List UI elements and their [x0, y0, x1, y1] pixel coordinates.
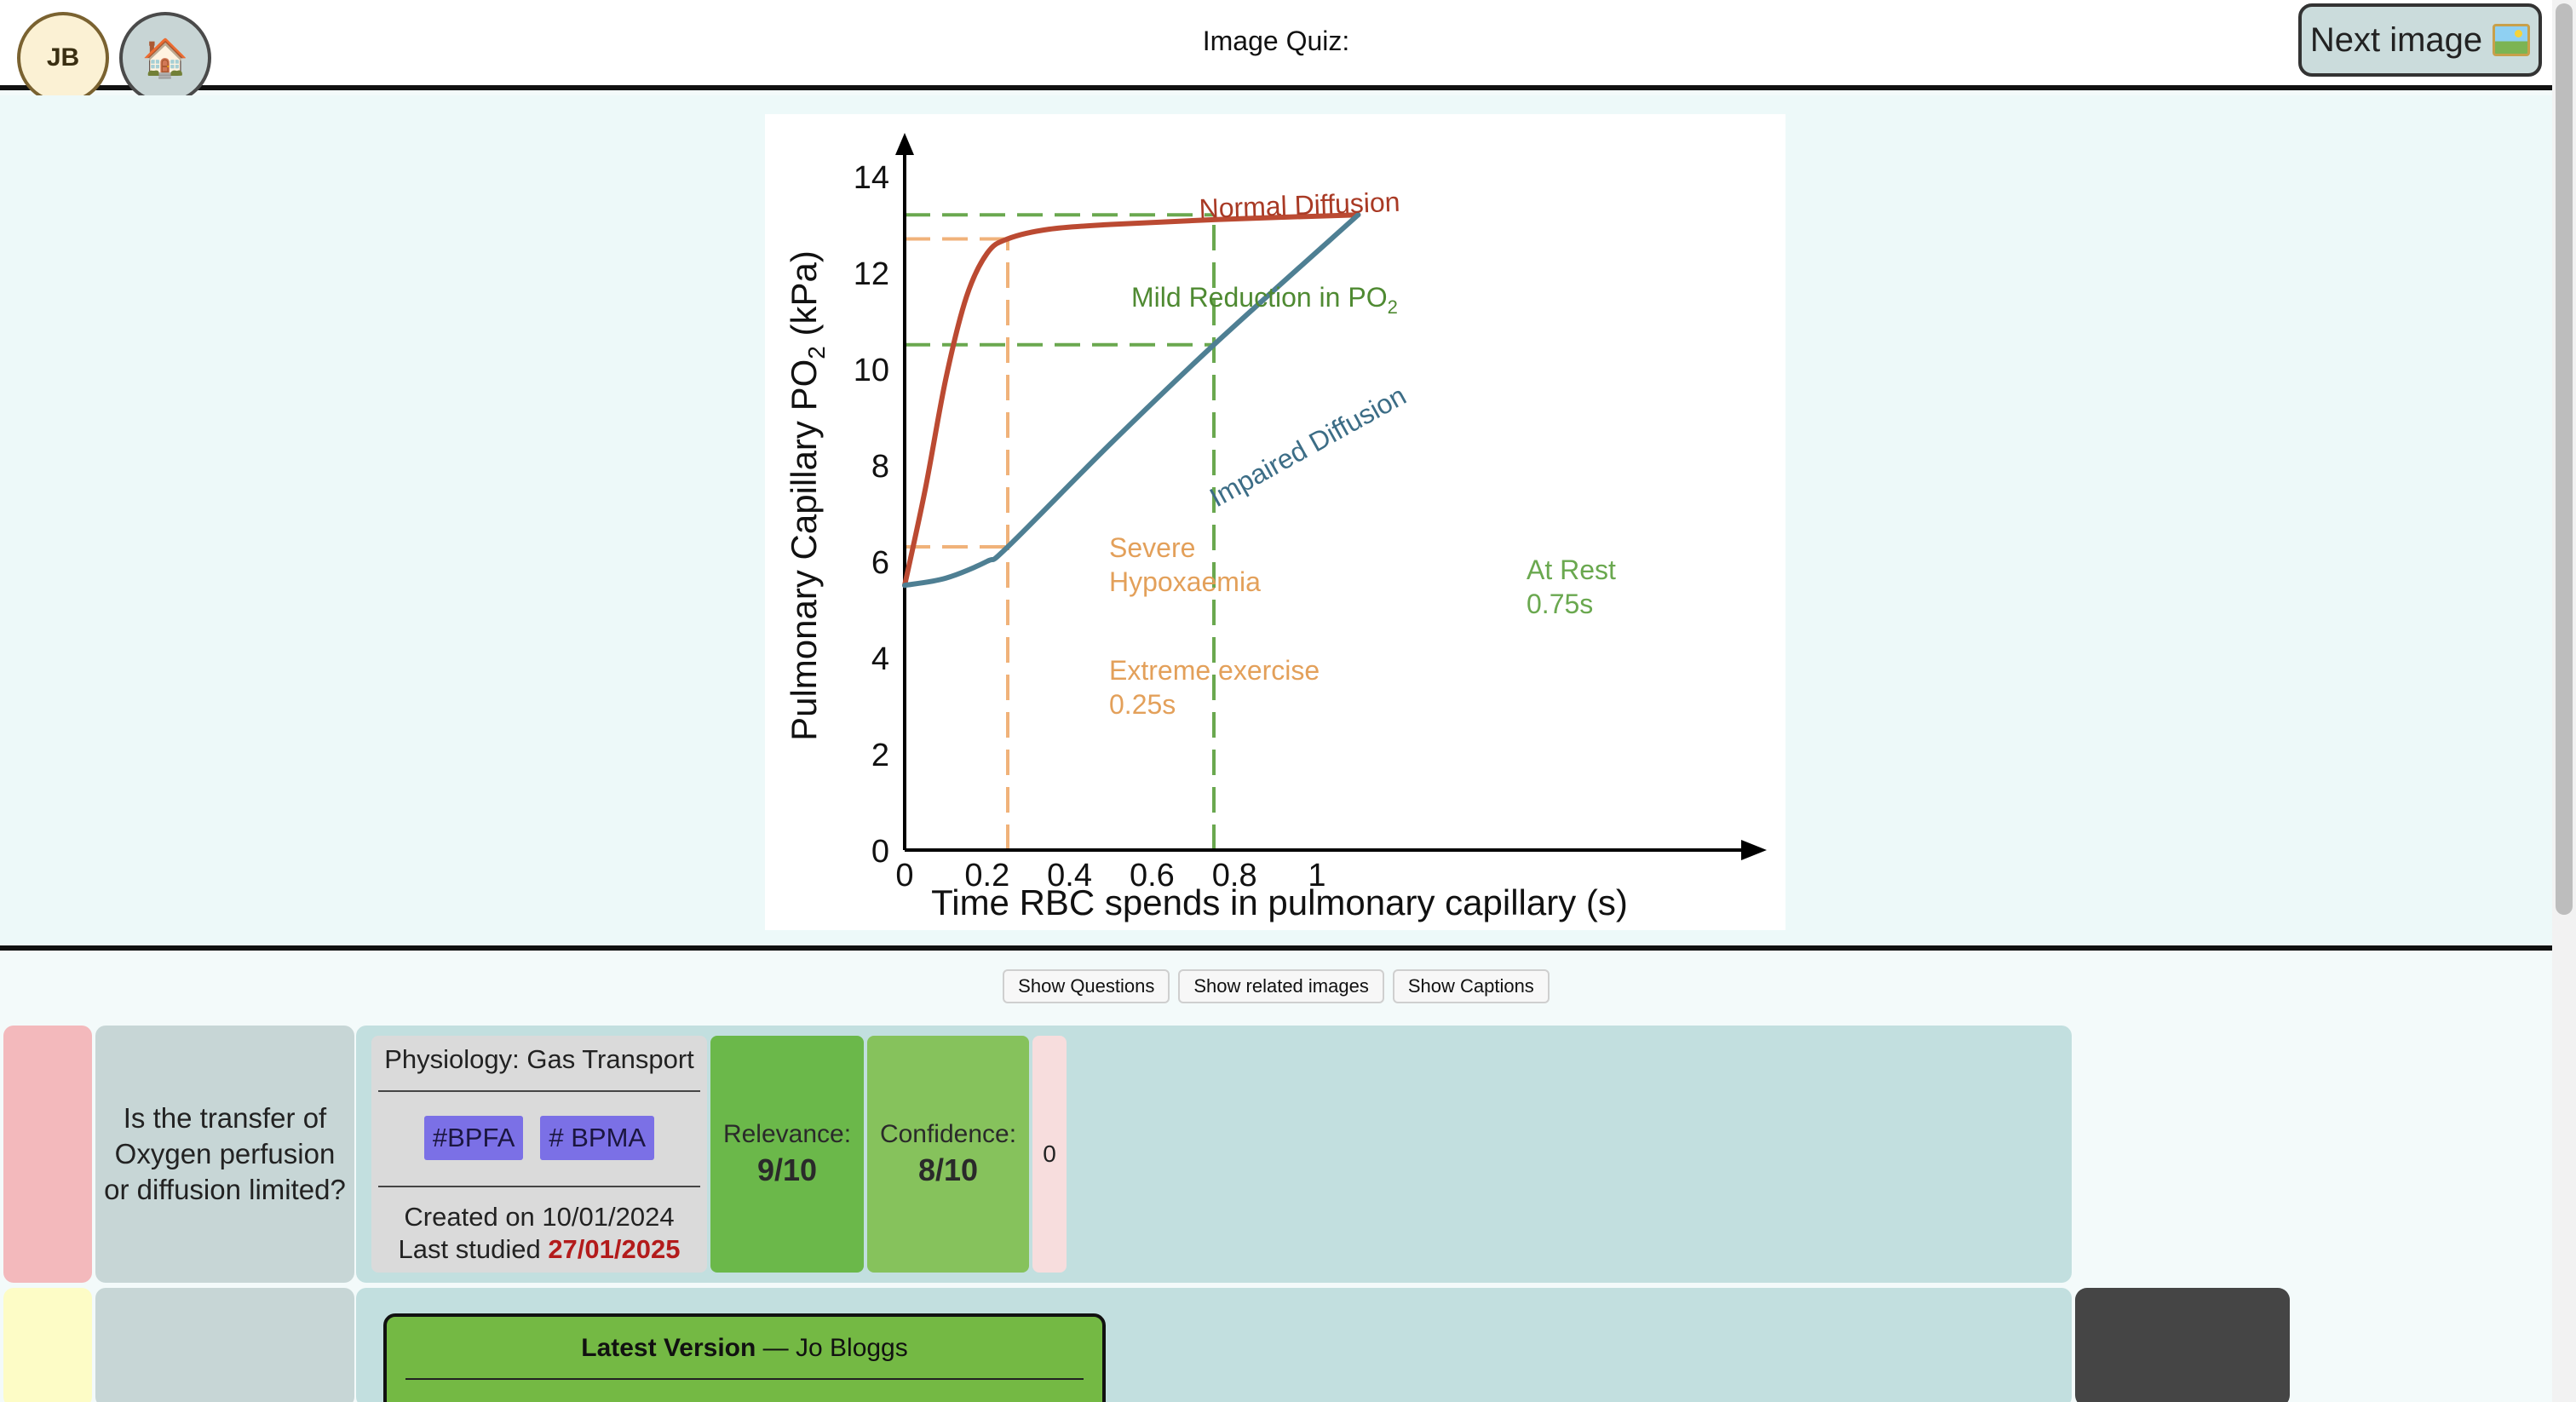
- x-tick-label: 0: [895, 858, 913, 893]
- last-studied-label: Last studied: [398, 1234, 541, 1264]
- x-tick-label: 0.2: [964, 858, 1009, 893]
- card-side-panel[interactable]: [2075, 1288, 2290, 1402]
- next-image-label: Next image: [2309, 20, 2483, 59]
- y-tick-label: 12: [854, 256, 889, 292]
- card-status-strip[interactable]: [3, 1288, 92, 1402]
- impaired-diffusion-label: Impaired Diffusion: [1205, 380, 1412, 513]
- home-icon: 🏠: [141, 37, 189, 79]
- y-tick-label: 8: [871, 449, 889, 485]
- quiz-image: 0 2 4 6 8 10 12 14 0 0.2 0.4 0.6 0.8 1 Pulmonary Capi…: [765, 114, 1785, 930]
- topic-title: Physiology: Gas Transport: [384, 1044, 694, 1074]
- page-title: Image Quiz:: [1202, 26, 1350, 56]
- tag-badge[interactable]: # BPMA: [540, 1116, 655, 1160]
- relevance-value: 9/10: [756, 1152, 818, 1187]
- top-bar: JB 🏠 Image Quiz: Next image: [0, 0, 2552, 104]
- confidence-score[interactable]: Confidence: 8/10: [867, 1036, 1029, 1273]
- page-scrollbar[interactable]: [2552, 0, 2576, 1402]
- x-tick-label: 0.8: [1212, 858, 1257, 893]
- x-axis-title: Time RBC spends in pulmonary capillary (…: [931, 882, 1628, 922]
- severe-hypoxaemia-label-1: Severe: [1109, 532, 1195, 563]
- extreme-exercise-label-1: Extreme exercise: [1109, 655, 1320, 686]
- x-tick-label: 0.6: [1130, 858, 1175, 893]
- last-studied-date: 27/01/2025: [548, 1234, 681, 1264]
- x-tick-label: 1: [1308, 858, 1325, 893]
- question-text[interactable]: [95, 1288, 354, 1402]
- review-count: 0: [1032, 1036, 1067, 1273]
- question-text[interactable]: Is the transfer of Oxygen perfusion or d…: [95, 1026, 354, 1283]
- severe-hypoxaemia-label-2: Hypoxaemia: [1109, 566, 1261, 597]
- divider: [378, 1186, 700, 1187]
- topic-info: Physiology: Gas Transport #BPFA # BPMA C…: [371, 1036, 707, 1273]
- show-questions-button[interactable]: Show Questions: [1003, 969, 1170, 1003]
- relevance-score[interactable]: Relevance: 9/10: [710, 1036, 864, 1273]
- confidence-value: 8/10: [917, 1152, 979, 1187]
- created-date: Created on 10/01/2024: [404, 1202, 675, 1232]
- image-controls: Show Questions Show related images Show …: [0, 969, 2552, 1003]
- at-rest-label-1: At Rest: [1527, 554, 1616, 585]
- impaired-diffusion-curve: [902, 212, 1361, 589]
- normal-diffusion-label: Normal Diffusion: [1199, 187, 1400, 224]
- user-avatar-button[interactable]: JB: [17, 12, 109, 104]
- mild-reduction-label: Mild Reduction in PO2: [1131, 282, 1398, 318]
- y-tick-label: 6: [871, 545, 889, 581]
- y-tick-label: 0: [871, 834, 889, 870]
- normal-diffusion-curve: [902, 212, 1361, 589]
- x-axis-arrow: [1741, 840, 1767, 860]
- show-related-images-button[interactable]: Show related images: [1178, 969, 1384, 1003]
- show-captions-button[interactable]: Show Captions: [1392, 969, 1550, 1003]
- y-tick-label: 4: [871, 641, 889, 677]
- card-status-strip[interactable]: [3, 1026, 92, 1283]
- extreme-exercise-label-2: 0.25s: [1109, 689, 1176, 720]
- relevance-label: Relevance:: [722, 1120, 852, 1148]
- next-image-button[interactable]: Next image: [2298, 3, 2542, 77]
- latest-version-card[interactable]: Latest Version — Jo Bloggs: [383, 1313, 1106, 1402]
- divider: [405, 1378, 1084, 1380]
- section-divider: [0, 945, 2552, 951]
- y-tick-label: 14: [854, 160, 889, 196]
- last-studied: Last studied 27/01/2025: [371, 1233, 707, 1266]
- tag-badge[interactable]: #BPFA: [423, 1116, 524, 1160]
- x-tick-label: 0.4: [1047, 858, 1092, 893]
- divider: [378, 1090, 700, 1092]
- at-rest-label-2: 0.75s: [1527, 589, 1593, 619]
- y-tick-label: 10: [854, 353, 889, 388]
- framed-picture-icon: [2493, 24, 2531, 56]
- y-tick-label: 2: [871, 738, 889, 773]
- tag-list: #BPFA # BPMA: [371, 1116, 707, 1160]
- version-title: Latest Version — Jo Bloggs: [581, 1334, 908, 1362]
- confidence-label: Confidence:: [879, 1120, 1017, 1148]
- card-dates: Created on 10/01/2024 Last studied 27/01…: [371, 1201, 707, 1266]
- y-axis-title: Pulmonary Capillary PO2 (kPa): [784, 250, 830, 741]
- scrollbar-thumb[interactable]: [2556, 3, 2573, 915]
- y-axis-arrow: [895, 133, 914, 155]
